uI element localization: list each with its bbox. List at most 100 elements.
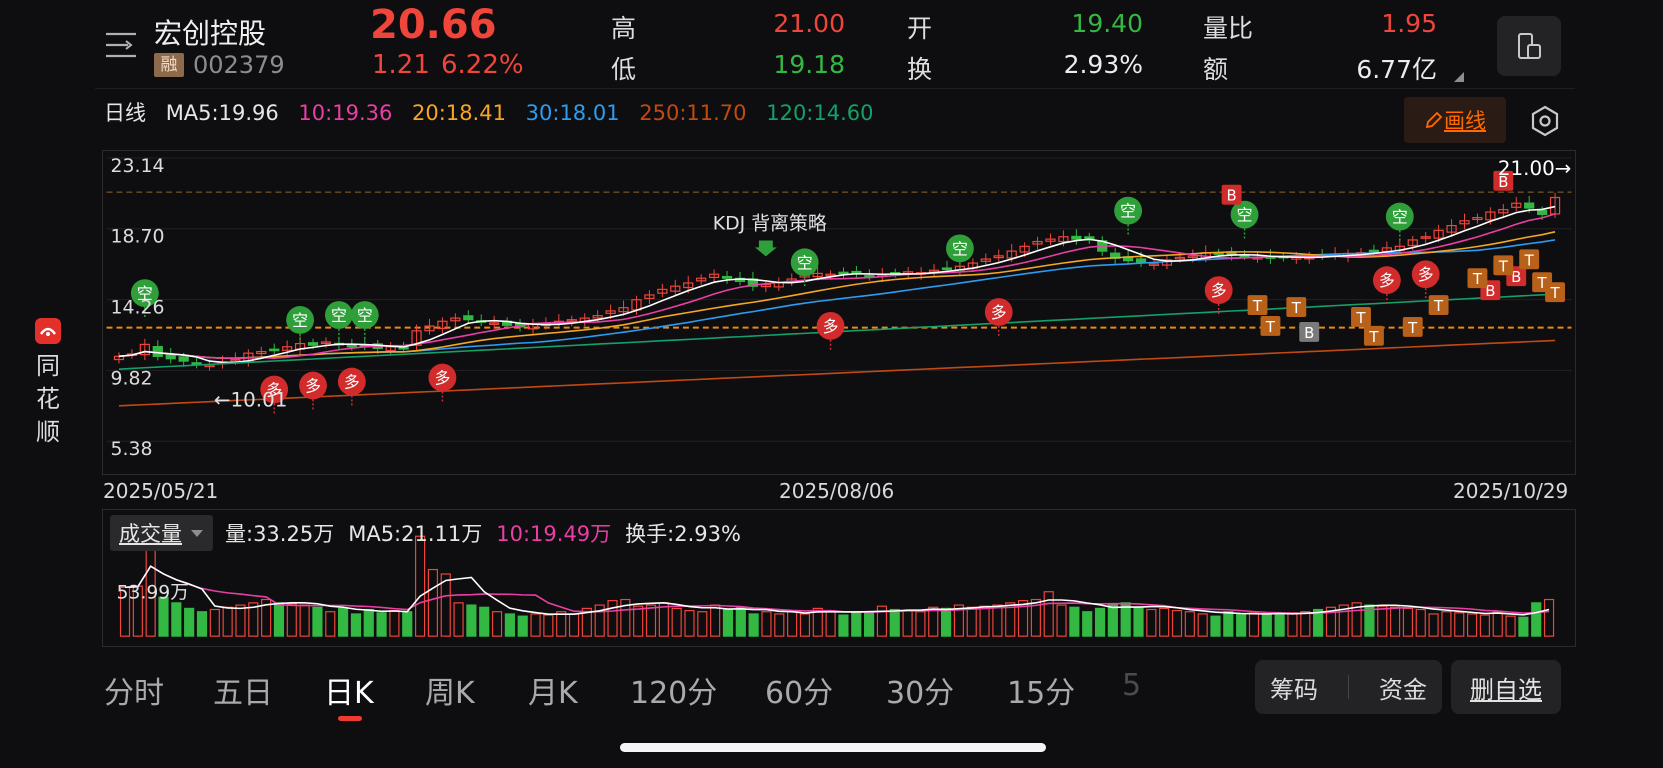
tab-intraday[interactable]: 分时: [104, 676, 164, 711]
tab-30min[interactable]: 30分: [886, 676, 955, 711]
candle-body: [1524, 202, 1535, 209]
volume-ma5-line: [124, 565, 1550, 616]
stock-name[interactable]: 宏创控股: [154, 17, 267, 50]
indicator-select[interactable]: 成交量: [110, 515, 213, 551]
volume-bar: [389, 610, 400, 637]
tab-60min[interactable]: 60分: [765, 676, 834, 711]
volume-bar: [158, 596, 169, 637]
candle-body: [230, 358, 241, 362]
candlestick-chart[interactable]: 空空空空空空空空空多多多多多多多多 多BBBBBTTTTT TTTT TTT 23.1…: [102, 150, 1576, 475]
tab-15min[interactable]: 15分: [1007, 676, 1076, 711]
volume-bar: [825, 610, 836, 637]
long-signal-marker: 多: [305, 377, 321, 396]
candle-body: [592, 315, 603, 319]
volume-bar: [338, 607, 349, 637]
volume-bar: [1466, 613, 1478, 637]
header-divider: [95, 88, 1575, 89]
volume-bar: [312, 606, 323, 637]
funds-button[interactable]: 资金: [1379, 675, 1427, 704]
price-change: 1.21: [372, 50, 430, 80]
expand-corner-icon[interactable]: [1454, 72, 1464, 82]
trade-signal-marker-bg: [1351, 307, 1371, 327]
brand-rail[interactable]: 同花顺: [30, 318, 66, 449]
candle-body: [1174, 256, 1185, 260]
trade-signal-marker: T: [1252, 297, 1263, 315]
candle-body: [566, 319, 577, 322]
trade-signal-marker-bg: [1545, 282, 1565, 303]
trade-signal-marker-bg: [1363, 325, 1384, 346]
ma250-value: 250:11.70: [639, 101, 747, 125]
tab-monthly-k[interactable]: 月K: [528, 676, 578, 711]
volume-bar: [1171, 610, 1183, 637]
candle-body: [256, 350, 267, 355]
volume-bar: [787, 611, 798, 637]
home-indicator[interactable]: [620, 743, 1046, 752]
ma10-line: [118, 213, 1556, 360]
candle-body: [152, 346, 163, 357]
landscape-toggle-button[interactable]: [1497, 16, 1561, 76]
draw-line-label: 画线: [1444, 109, 1486, 133]
strategy-label: KDJ 背离策略: [713, 213, 827, 235]
draw-line-button[interactable]: 画线: [1404, 97, 1506, 143]
volume-bar: [966, 606, 977, 637]
y-axis-label: 23.14: [111, 155, 165, 177]
short-signal-marker-bg: [1385, 202, 1414, 231]
menu-icon[interactable]: [104, 30, 138, 60]
volume-bar: [1043, 591, 1054, 637]
volume-bar: [1223, 611, 1234, 637]
pencil-icon: [1425, 111, 1443, 129]
volume-bar: [350, 613, 362, 637]
stat-value-amount: 6.77亿: [1356, 55, 1437, 84]
trade-signal-marker-bg: [1519, 249, 1540, 270]
x-label-start: 2025/05/21: [103, 479, 219, 503]
volume-value: 量:33.25万: [225, 522, 335, 546]
volume-bar: [761, 611, 772, 637]
volume-legend[interactable]: 成交量 量:33.25万 MA5:21.11万 10:19.49万 换手:2.9…: [110, 515, 755, 551]
volume-bar: [466, 604, 477, 637]
tab-weekly-k[interactable]: 周K: [425, 676, 475, 711]
candle-body: [178, 356, 189, 362]
tab-5min[interactable]: 5: [1122, 668, 1142, 703]
tab-five-day[interactable]: 五日: [213, 676, 273, 711]
ma5-value: MA5:19.96: [165, 101, 279, 125]
volume-bar: [710, 604, 721, 637]
y-axis-label: 18.70: [111, 226, 165, 248]
volume-bar: [1069, 606, 1080, 637]
candle-body: [696, 277, 707, 282]
volume-bar: [1287, 612, 1298, 637]
period-label: 日线: [104, 101, 146, 125]
volume-bar: [1441, 611, 1452, 637]
volume-bar: [1082, 611, 1093, 637]
volume-bar: [1274, 613, 1285, 637]
long-signal-marker-bg: [816, 312, 845, 340]
stat-value-low: 19.18: [773, 50, 845, 79]
candle-body: [320, 341, 332, 345]
volume-bar: [1248, 612, 1260, 637]
volume-bar: [1543, 598, 1555, 637]
trade-signal-marker-bg: [1286, 297, 1307, 317]
candle-body: [605, 310, 616, 314]
stat-label-amount: 额: [1203, 55, 1229, 84]
long-signal-marker: 多: [1211, 281, 1227, 300]
tab-daily-k[interactable]: 日K: [324, 676, 374, 711]
volume-bar: [940, 607, 952, 637]
chips-button[interactable]: 筹码: [1270, 675, 1318, 704]
stock-code: 002379: [193, 51, 285, 79]
volume-bar: [1505, 615, 1516, 637]
remove-watchlist-button[interactable]: 删自选: [1451, 660, 1561, 714]
stat-label-open: 开: [907, 14, 933, 43]
volume-chart[interactable]: 53.99万: [102, 509, 1576, 647]
ma-legend[interactable]: 日线 MA5:19.96 10:19.36 20:18.41 30:18.01 …: [104, 97, 887, 127]
long-signal-marker-bg: [260, 375, 289, 404]
volume-bar: [171, 602, 182, 637]
chip-funds-group[interactable]: 筹码 资金: [1255, 660, 1442, 714]
settings-hexagon-icon[interactable]: [1527, 103, 1563, 139]
stat-value-turnover: 2.93%: [1063, 50, 1143, 79]
trade-signal-marker-bg: [1402, 316, 1423, 337]
volume-bar: [235, 604, 246, 637]
volume-bar: [620, 598, 631, 637]
volume-bar: [1017, 600, 1029, 637]
candle-body: [1446, 224, 1457, 233]
volume-bar: [1133, 606, 1144, 637]
tab-120min[interactable]: 120分: [630, 676, 718, 711]
